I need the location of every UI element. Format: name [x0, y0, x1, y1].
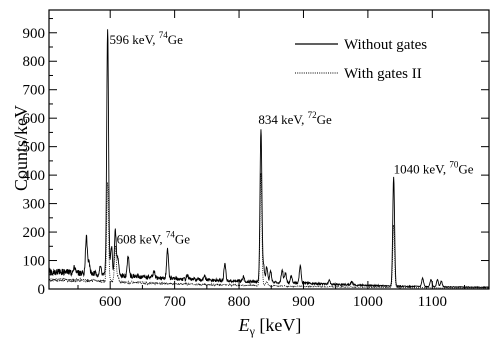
- series-line-without-gates: [48, 29, 490, 289]
- peak-label: 834 keV, 72Ge: [258, 110, 332, 127]
- x-tick-label: 1100: [418, 294, 447, 310]
- y-tick-label: 200: [23, 225, 46, 241]
- y-tick-label: 100: [23, 254, 46, 270]
- x-tick-label: 800: [228, 294, 251, 310]
- y-tick-label: 300: [23, 197, 46, 213]
- x-axis-label-unit: [keV]: [255, 315, 301, 335]
- x-tick-label: 700: [163, 294, 186, 310]
- x-tick-label: 1000: [353, 294, 383, 310]
- y-tick-label: 0: [38, 282, 46, 298]
- axis-ticks: 600 700 800 900 1000 1100 0 100 200 300 400 500 600 7…: [23, 10, 489, 310]
- y-tick-label: 600: [23, 111, 46, 127]
- y-axis-label: Counts/keV: [11, 105, 31, 191]
- peak-label: 596 keV, 74Ge: [110, 30, 184, 47]
- x-axis-label: Eγ [keV]: [238, 315, 302, 338]
- plot-frame: [48, 9, 490, 290]
- x-axis-label-subscript: γ: [249, 324, 256, 338]
- y-tick-label: 700: [23, 83, 46, 99]
- peak-label: 608 keV, 74Ge: [117, 229, 191, 246]
- y-tick-label: 400: [23, 168, 46, 184]
- y-tick-label: 900: [23, 26, 46, 42]
- x-tick-label: 900: [292, 294, 315, 310]
- y-tick-label: 800: [23, 54, 46, 70]
- peak-annotations: 596 keV, 74Ge 608 keV, 74Ge 834 keV, 72Ge 1…: [110, 30, 474, 246]
- peak-label: 1040 keV, 70Ge: [394, 160, 474, 177]
- legend-label: Without gates: [344, 37, 427, 53]
- x-axis-label-symbol: E: [238, 315, 250, 335]
- legend-label: With gates II: [344, 66, 422, 82]
- x-tick-label: 600: [99, 294, 122, 310]
- y-tick-label: 500: [23, 140, 46, 156]
- legend: Without gates With gates II: [295, 37, 427, 82]
- plot-series: [48, 29, 490, 289]
